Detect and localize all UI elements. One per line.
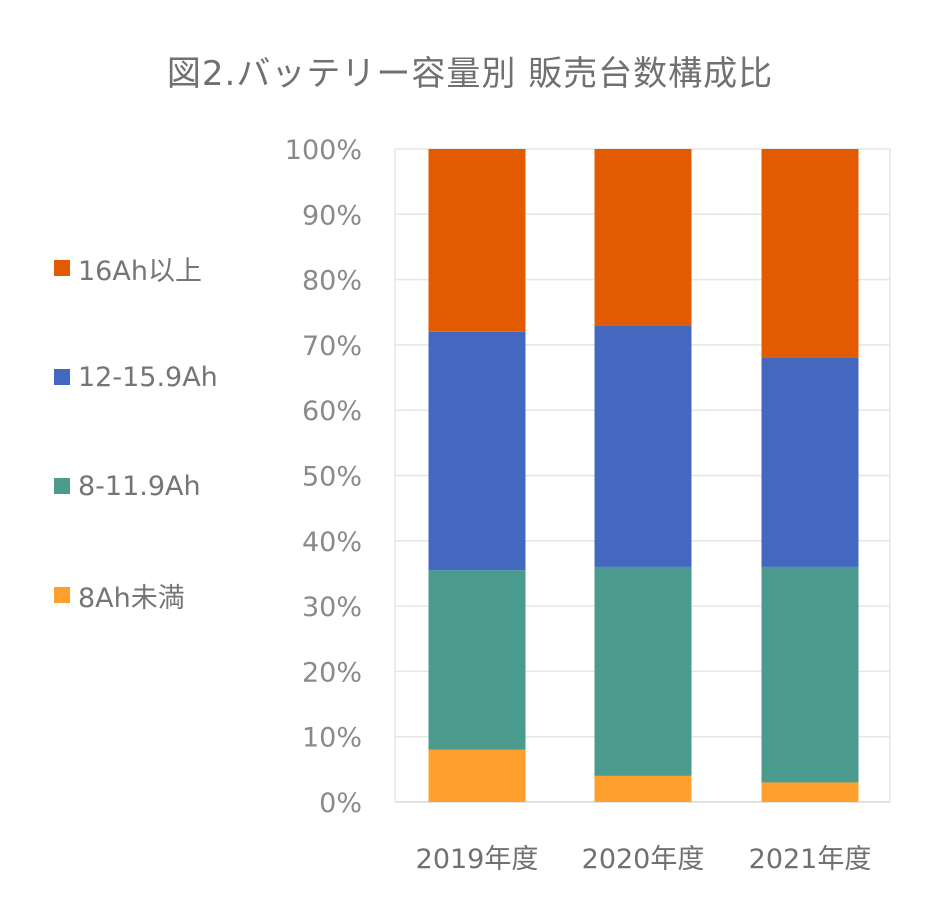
legend-label: 8-11.9Ah bbox=[78, 470, 201, 502]
y-tick-label: 30% bbox=[302, 592, 362, 623]
bar-segment bbox=[428, 570, 526, 750]
y-tick-label: 100% bbox=[285, 135, 362, 166]
x-tick-label: 2019年度 bbox=[416, 844, 539, 875]
legend-swatch bbox=[54, 369, 70, 385]
bar-segment bbox=[594, 775, 692, 802]
y-tick-label: 0% bbox=[319, 788, 362, 819]
legend-item: 16Ah以上 bbox=[54, 248, 202, 288]
legend-swatch bbox=[54, 587, 70, 603]
chart-title: 図2.バッテリー容量別 販売台数構成比 bbox=[166, 54, 774, 94]
y-tick-label: 10% bbox=[302, 723, 362, 754]
bar-segment bbox=[594, 149, 692, 326]
bar-segment bbox=[594, 566, 692, 776]
y-tick-label: 70% bbox=[302, 331, 362, 362]
x-axis: 2019年度 2020年度 2021年度 bbox=[416, 844, 872, 875]
legend-label: 12-15.9Ah bbox=[78, 361, 218, 393]
legend-label: 8Ah未満 bbox=[78, 582, 185, 614]
y-tick-label: 80% bbox=[302, 266, 362, 297]
y-tick-label: 20% bbox=[302, 657, 362, 688]
legend-label: 16Ah以上 bbox=[78, 255, 202, 287]
bar-segment bbox=[761, 357, 859, 567]
bar-segment bbox=[761, 782, 859, 802]
x-tick-label: 2020年度 bbox=[582, 844, 705, 875]
y-axis: 0% 10% 20% 30% 40% 50% 60% 70% 80% 90% 100% bbox=[285, 135, 362, 819]
legend-swatch bbox=[54, 478, 70, 494]
y-tick-label: 40% bbox=[302, 527, 362, 558]
legend-item: 8-11.9Ah bbox=[54, 466, 201, 506]
y-tick-label: 50% bbox=[302, 462, 362, 493]
y-tick-label: 60% bbox=[302, 396, 362, 427]
bar-segment bbox=[761, 566, 859, 783]
bar-segment bbox=[428, 149, 526, 332]
y-tick-label: 90% bbox=[302, 200, 362, 231]
legend-item: 12-15.9Ah bbox=[54, 357, 218, 397]
bar-segment bbox=[761, 149, 859, 358]
legend-swatch bbox=[54, 260, 70, 276]
legend-item: 8Ah未満 bbox=[54, 575, 185, 615]
bar-segment bbox=[428, 749, 526, 802]
bar-layer bbox=[428, 149, 859, 802]
bar-segment bbox=[428, 331, 526, 571]
bar-segment bbox=[594, 325, 692, 567]
x-tick-label: 2021年度 bbox=[749, 844, 872, 875]
